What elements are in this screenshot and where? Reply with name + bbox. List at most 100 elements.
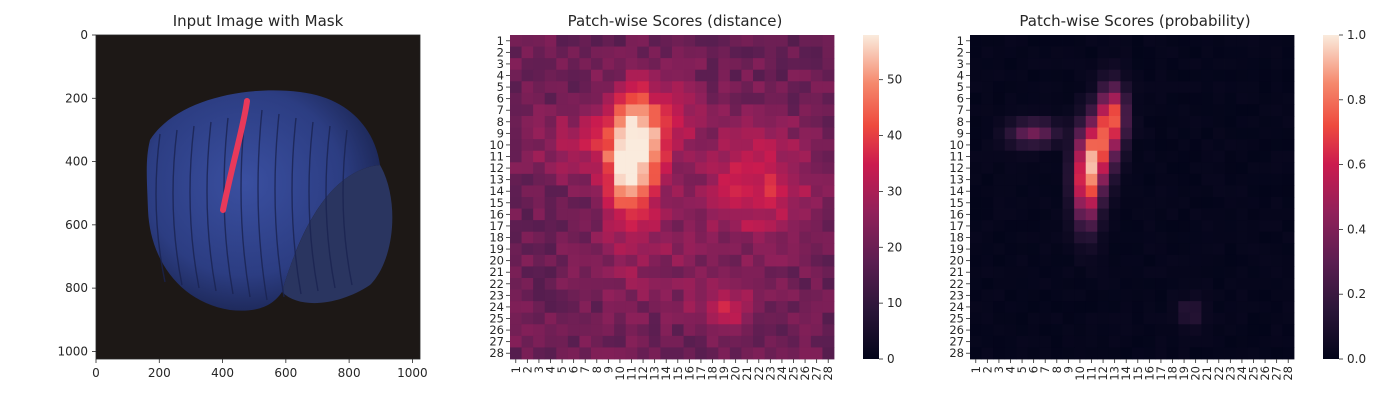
- heatmap-cell: [1016, 220, 1029, 233]
- heatmap-cell: [1213, 92, 1225, 105]
- heatmap-cell: [1247, 289, 1260, 302]
- heatmap-cell: [1259, 347, 1272, 360]
- heatmap-cell: [729, 92, 742, 105]
- heatmap-cell: [533, 139, 546, 152]
- heatmap-cell: [1004, 104, 1017, 117]
- heatmap-cell: [1270, 185, 1283, 198]
- x-tick-label: 20: [729, 366, 743, 381]
- heatmap-cell: [1155, 92, 1168, 105]
- heatmap-cell: [591, 104, 603, 117]
- heatmap-cell: [764, 185, 777, 198]
- heatmap-cell: [1108, 220, 1121, 233]
- x-tick-label: 20: [1189, 366, 1203, 381]
- heatmap-cell: [521, 104, 534, 117]
- heatmap-cell: [706, 150, 719, 163]
- heatmap-cell: [510, 278, 522, 290]
- heatmap-cell: [1004, 208, 1017, 221]
- colorbar-tick-label: 50: [887, 73, 902, 87]
- heatmap-cell: [1039, 197, 1052, 209]
- heatmap-cell: [579, 127, 592, 140]
- heatmap-cell: [787, 185, 800, 198]
- heatmap-cell: [1027, 104, 1040, 117]
- heatmap-cell: [1247, 278, 1260, 290]
- heatmap-cell: [1074, 335, 1087, 348]
- x-tick-label: 2: [980, 366, 994, 373]
- heatmap-cell: [1166, 58, 1179, 71]
- y-tick-label: 5: [957, 80, 964, 94]
- heatmap-cell: [648, 92, 661, 105]
- heatmap-cell: [718, 208, 731, 221]
- x-tick-label: 24: [775, 366, 789, 381]
- heatmap-cell: [1247, 185, 1260, 198]
- heatmap-cell: [683, 46, 696, 59]
- heatmap-cell: [799, 92, 812, 105]
- heatmap-cell: [1062, 347, 1075, 360]
- heatmap-cell: [1004, 335, 1017, 348]
- heatmap-cell: [1085, 243, 1098, 256]
- heatmap-cell: [1085, 104, 1098, 117]
- heatmap-cell: [1247, 127, 1260, 140]
- heatmap-cell: [567, 254, 580, 267]
- heatmap-cell: [521, 58, 534, 71]
- heatmap-cell: [614, 139, 627, 152]
- heatmap-cell: [1224, 278, 1237, 290]
- heatmap-cell: [753, 139, 765, 152]
- heatmap-cell: [753, 150, 765, 163]
- heatmap-cell: [648, 278, 661, 290]
- heatmap-cell: [1132, 266, 1144, 279]
- heatmap-cell: [1051, 335, 1063, 348]
- heatmap-cell: [648, 127, 661, 140]
- heatmap-cell: [1039, 162, 1052, 175]
- heatmap-cell: [993, 58, 1006, 71]
- heatmap-cell: [648, 139, 661, 152]
- heatmap-cell: [1074, 347, 1087, 360]
- heatmap-cell: [822, 278, 835, 290]
- heatmap-cell: [1282, 69, 1295, 82]
- heatmap-cell: [521, 162, 534, 175]
- y-tick-label: 3: [957, 57, 964, 71]
- x-axis-ticks: 1234567891011121314151617181920212223242…: [969, 359, 1295, 381]
- colorbar-tick-label: 40: [887, 129, 902, 143]
- heatmap-cell: [637, 254, 650, 267]
- x-tick-label: 13: [648, 366, 662, 381]
- heatmap-cell: [1143, 289, 1156, 302]
- y-tick-label: 8: [497, 115, 504, 129]
- y-axis-ticks: 1234567891011121314151617181920212223242…: [949, 34, 970, 360]
- heatmap-cell: [1201, 231, 1214, 244]
- heatmap-cell: [1259, 208, 1272, 221]
- heatmap-cell: [718, 312, 731, 325]
- heatmap-cell: [1213, 278, 1225, 290]
- heatmap-cell: [810, 104, 823, 117]
- heatmap-cell: [648, 185, 661, 198]
- heatmap-cell: [660, 46, 673, 59]
- y-tick-label: 26: [949, 323, 964, 337]
- heatmap-cell: [822, 197, 835, 209]
- heatmap-cell: [810, 58, 823, 71]
- heatmap-cell: [706, 208, 719, 221]
- y-tick-label: 17: [489, 219, 504, 233]
- heatmap-cell: [1270, 254, 1283, 267]
- heatmap-cell: [776, 104, 789, 117]
- heatmap-cell: [672, 127, 684, 140]
- heatmap-cell: [1027, 173, 1040, 186]
- heatmap-cell: [1189, 35, 1202, 47]
- heatmap-cell: [1051, 127, 1063, 140]
- heatmap-cell: [1270, 289, 1283, 302]
- y-tick-label: 23: [489, 288, 504, 302]
- heatmap-cell: [1062, 150, 1075, 163]
- heatmap-cell: [1178, 185, 1191, 198]
- x-tick-label: 17: [1154, 366, 1168, 381]
- heatmap-cell: [787, 197, 800, 209]
- heatmap-cell: [1282, 127, 1295, 140]
- heatmap-cell: [510, 35, 522, 47]
- heatmap-cell: [672, 278, 684, 290]
- heatmap-cell: [741, 127, 754, 140]
- heatmap-cell: [706, 173, 719, 186]
- y-tick-label: 5: [497, 80, 504, 94]
- heatmap-cell: [787, 81, 800, 94]
- heatmap-cell: [1097, 173, 1110, 186]
- heatmap-cell: [1236, 220, 1249, 233]
- heatmap-cell: [521, 231, 534, 244]
- heatmap-cell: [1236, 231, 1249, 244]
- heatmap-cell: [1166, 127, 1179, 140]
